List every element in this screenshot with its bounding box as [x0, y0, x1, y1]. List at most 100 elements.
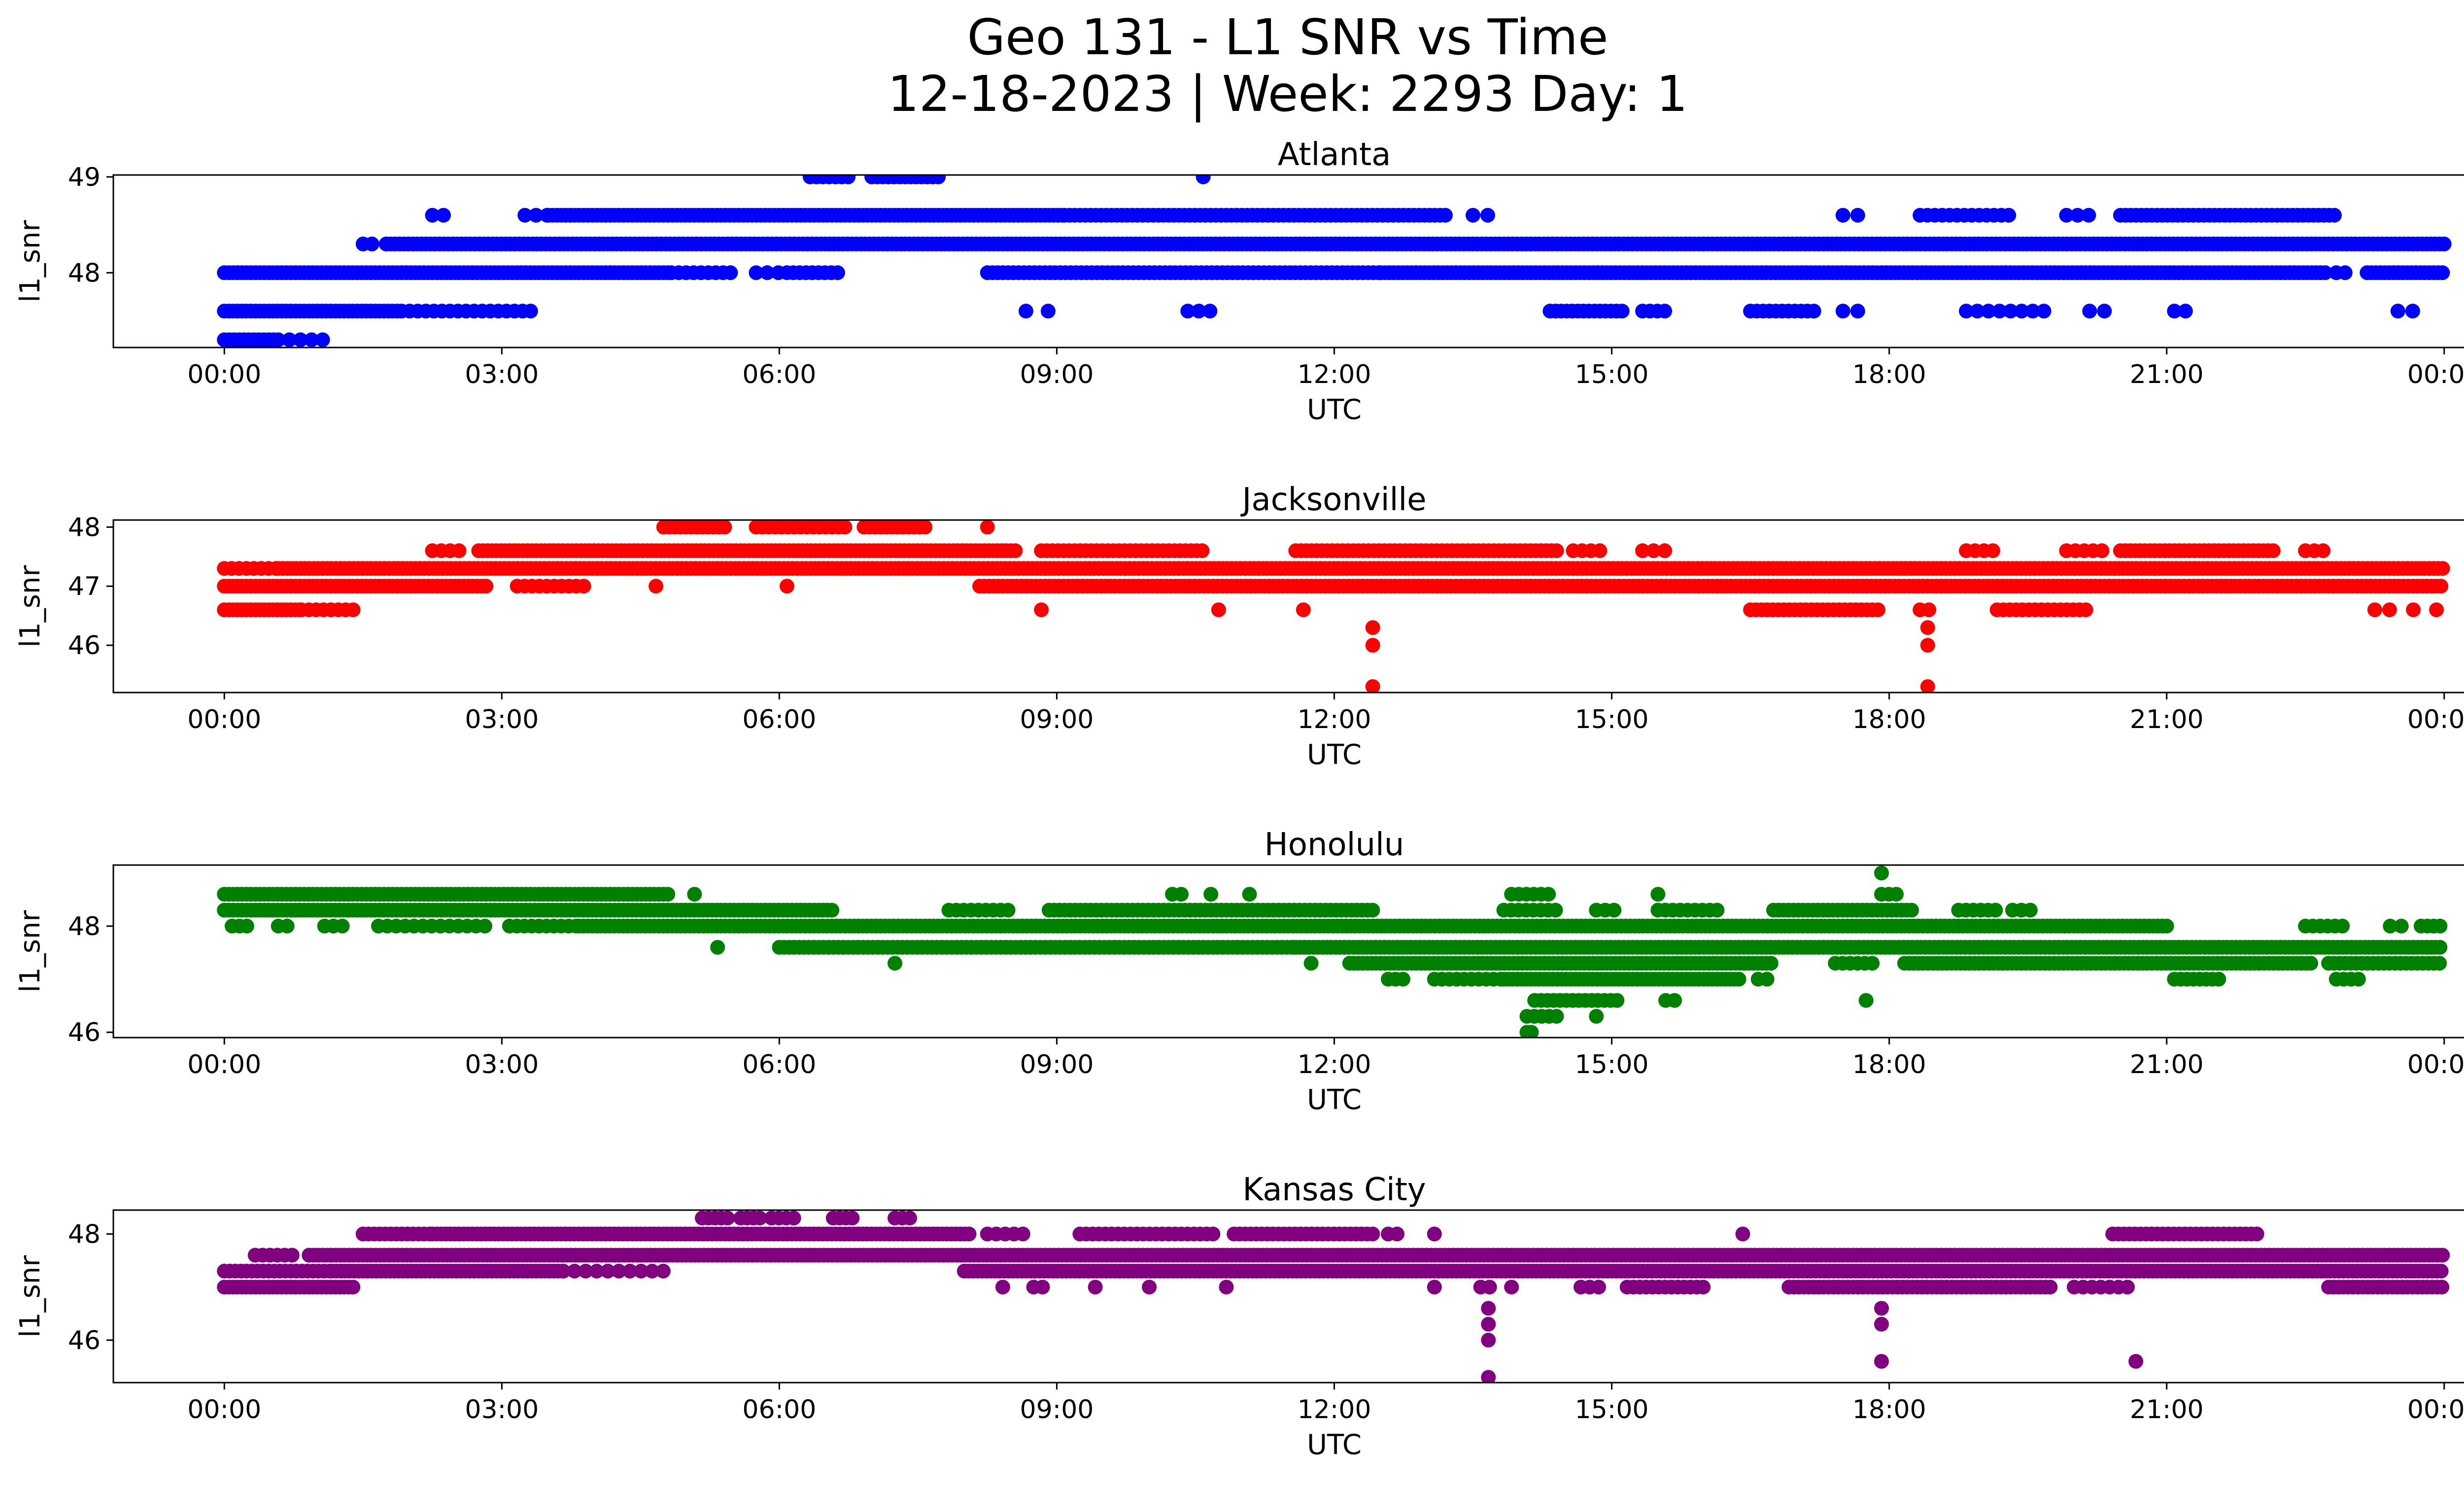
- x-tick-label: 21:00: [2130, 360, 2204, 389]
- data-point: [749, 265, 764, 280]
- data-point: [567, 1263, 582, 1279]
- data-point: [2303, 956, 2319, 971]
- data-point: [1466, 208, 1480, 223]
- x-axis-label: UTC: [1307, 394, 1362, 426]
- data-point: [1549, 1008, 1564, 1024]
- data-point: [1548, 903, 1563, 918]
- data-point: [2435, 561, 2450, 576]
- x-tick-label: 12:00: [1298, 360, 1371, 389]
- data-point: [1589, 1008, 1604, 1024]
- data-point: [304, 332, 319, 348]
- data-point: [1549, 543, 1564, 558]
- data-point: [589, 1263, 604, 1279]
- x-tick-label: 21:00: [2130, 705, 2204, 734]
- data-point: [1657, 543, 1673, 558]
- data-point: [478, 918, 492, 934]
- data-point: [1921, 602, 1937, 618]
- data-point: [2316, 543, 2331, 558]
- x-tick-label: 06:00: [742, 360, 816, 389]
- x-tick-label: 00:00: [2407, 705, 2464, 734]
- data-point: [1850, 304, 1865, 319]
- data-point: [837, 520, 853, 535]
- data-point: [2390, 304, 2405, 319]
- data-point: [2435, 265, 2450, 280]
- data-point: [284, 1248, 300, 1263]
- data-point: [523, 304, 538, 319]
- data-point: [2025, 304, 2040, 319]
- data-point: [2327, 208, 2342, 223]
- data-point: [1920, 638, 1935, 653]
- data-point: [2082, 304, 2097, 319]
- data-point: [717, 520, 732, 535]
- data-point: [888, 956, 902, 971]
- data-point: [239, 918, 254, 934]
- data-point: [830, 265, 845, 280]
- x-tick-label: 06:00: [742, 1050, 816, 1079]
- data-point: [1992, 304, 2007, 319]
- x-tick-label: 00:00: [2407, 1050, 2464, 1079]
- data-point: [2429, 602, 2444, 618]
- y-axis-label: l1_snr: [14, 910, 46, 993]
- x-tick-label: 18:00: [1852, 705, 1926, 734]
- data-point: [2167, 304, 2182, 319]
- data-point: [2351, 972, 2366, 987]
- data-point: [1541, 887, 1556, 902]
- x-tick-label: 15:00: [1575, 1050, 1649, 1079]
- data-point: [2120, 1280, 2135, 1295]
- data-point: [980, 520, 995, 535]
- x-tick-label: 15:00: [1575, 705, 1649, 734]
- data-point: [1088, 1280, 1103, 1295]
- x-tick-label: 06:00: [742, 705, 816, 734]
- data-point: [2432, 918, 2448, 934]
- data-point: [1365, 903, 1380, 918]
- data-point: [345, 602, 361, 618]
- data-point: [1607, 903, 1622, 918]
- data-point: [1481, 1301, 1496, 1316]
- x-tick-label: 12:00: [1298, 705, 1371, 734]
- data-point: [1959, 304, 1974, 319]
- data-point: [1202, 304, 1218, 319]
- data-point: [1710, 903, 1725, 918]
- data-point: [2094, 543, 2110, 558]
- data-point: [2211, 972, 2226, 987]
- data-point: [2097, 304, 2112, 319]
- data-point: [578, 1263, 593, 1279]
- subplot-title: Jacksonville: [1240, 482, 1427, 518]
- data-point: [1759, 972, 1775, 987]
- x-axis-label: UTC: [1307, 1084, 1362, 1116]
- y-tick-label: 46: [68, 631, 101, 661]
- data-point: [1609, 993, 1625, 1008]
- data-point: [687, 887, 702, 902]
- data-point: [1850, 208, 1865, 223]
- data-point: [931, 175, 946, 184]
- data-point: [576, 579, 591, 594]
- data-point: [1504, 1280, 1519, 1295]
- x-tick-label: 18:00: [1852, 1050, 1926, 1079]
- data-point: [2081, 208, 2096, 223]
- axes-frame: [112, 519, 2464, 694]
- x-tick-label: 00:00: [2407, 360, 2464, 389]
- data-points: [217, 866, 2448, 1038]
- data-point: [282, 332, 297, 348]
- data-point: [780, 579, 794, 594]
- data-point: [425, 208, 440, 223]
- data-point: [1191, 304, 1206, 319]
- data-point: [995, 1280, 1010, 1295]
- data-point: [315, 332, 330, 348]
- data-point: [1303, 956, 1319, 971]
- data-point: [1174, 887, 1189, 902]
- data-point: [2043, 1280, 2058, 1295]
- data-point: [556, 1263, 571, 1279]
- data-point: [1365, 620, 1380, 635]
- y-axis-label: l1_snr: [14, 220, 46, 303]
- data-point: [1870, 602, 1885, 618]
- data-point: [279, 918, 295, 934]
- data-point: [2367, 602, 2382, 618]
- data-point: [660, 887, 676, 902]
- data-point: [1981, 304, 1996, 319]
- data-point: [2433, 1263, 2449, 1279]
- y-axis-label: l1_snr: [14, 565, 46, 648]
- data-point: [436, 208, 451, 223]
